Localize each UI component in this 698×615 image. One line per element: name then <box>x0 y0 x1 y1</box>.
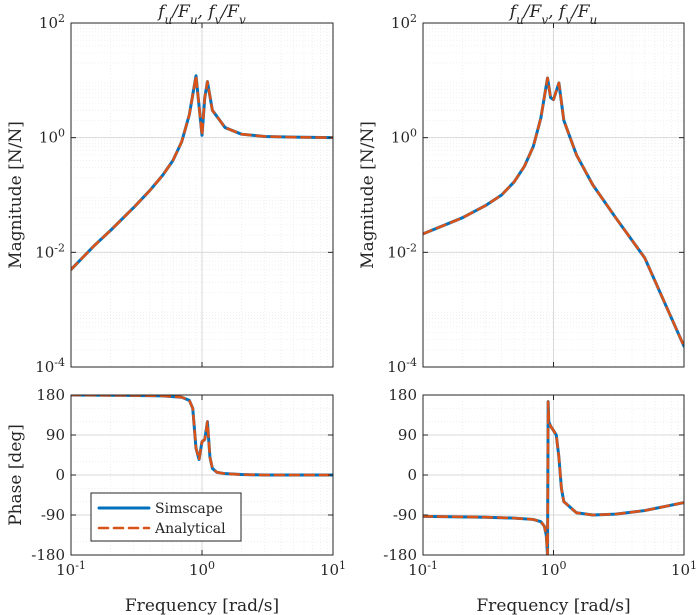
y-axis-label: Phase [deg] <box>6 424 26 526</box>
series-group <box>71 74 333 272</box>
y-axis-label: Magnitude [N/N] <box>6 121 26 269</box>
subplot-mag_left: 10-4 10-2 100 102 fu/Fu, fv/Fv Magnitude [N/N… <box>6 2 334 377</box>
x-tick-label: 100 <box>189 559 215 580</box>
x-tick-label: 100 <box>540 559 566 580</box>
subplot-title: fu/Fv, fv/Fu <box>508 2 598 27</box>
series-group <box>71 395 333 477</box>
y-tick-label: 100 <box>39 126 65 147</box>
y-tick-label: -90 <box>393 506 417 524</box>
y-axis-label: Magnitude [N/N] <box>358 121 378 269</box>
legend: Simscape Analytical <box>90 492 242 542</box>
y-tick-label: 180 <box>36 386 65 404</box>
y-tick-label: -180 <box>383 546 417 564</box>
series-line-analytical <box>71 74 333 271</box>
x-tick-label: 101 <box>320 559 346 580</box>
y-tick-label: 10-4 <box>387 356 417 377</box>
x-axis-label: Frequency [rad/s] <box>476 596 630 615</box>
y-tick-label: 102 <box>39 12 65 33</box>
grid <box>422 394 685 556</box>
y-tick-label: 180 <box>388 386 417 404</box>
series-line-analytical <box>423 400 684 555</box>
series-line-analytical <box>71 395 333 477</box>
y-tick-label: 0 <box>55 466 65 484</box>
y-tick-label: 10-4 <box>35 356 65 377</box>
y-tick-label: 10-2 <box>35 241 65 262</box>
y-tick-label: 90 <box>398 426 417 444</box>
legend-box <box>90 492 242 542</box>
x-tick-label: 10-1 <box>56 559 86 580</box>
y-tick-label: -180 <box>31 546 65 564</box>
legend-label-simscape: Simscape <box>155 501 223 517</box>
y-tick-label: 0 <box>407 466 417 484</box>
x-axis-label: Frequency [rad/s] <box>125 596 279 615</box>
series-line-analytical <box>423 76 684 348</box>
y-tick-label: 100 <box>391 126 417 147</box>
subplot-mag_right: 10-4 10-2 100 102 fu/Fv, fv/Fu Magnitude [N/N… <box>358 2 685 377</box>
x-tick-label: 10-1 <box>408 559 438 580</box>
y-tick-label: 10-2 <box>387 241 417 262</box>
y-tick-label: 102 <box>391 12 417 33</box>
legend-label-analytical: Analytical <box>154 521 226 537</box>
series-group <box>423 76 684 348</box>
x-tick-label: 101 <box>671 559 697 580</box>
series-group <box>423 400 684 555</box>
grid <box>70 22 334 368</box>
subplot-title: fu/Fu, fv/Fv <box>156 2 246 27</box>
y-tick-label: -90 <box>41 506 65 524</box>
y-tick-label: 90 <box>46 426 65 444</box>
